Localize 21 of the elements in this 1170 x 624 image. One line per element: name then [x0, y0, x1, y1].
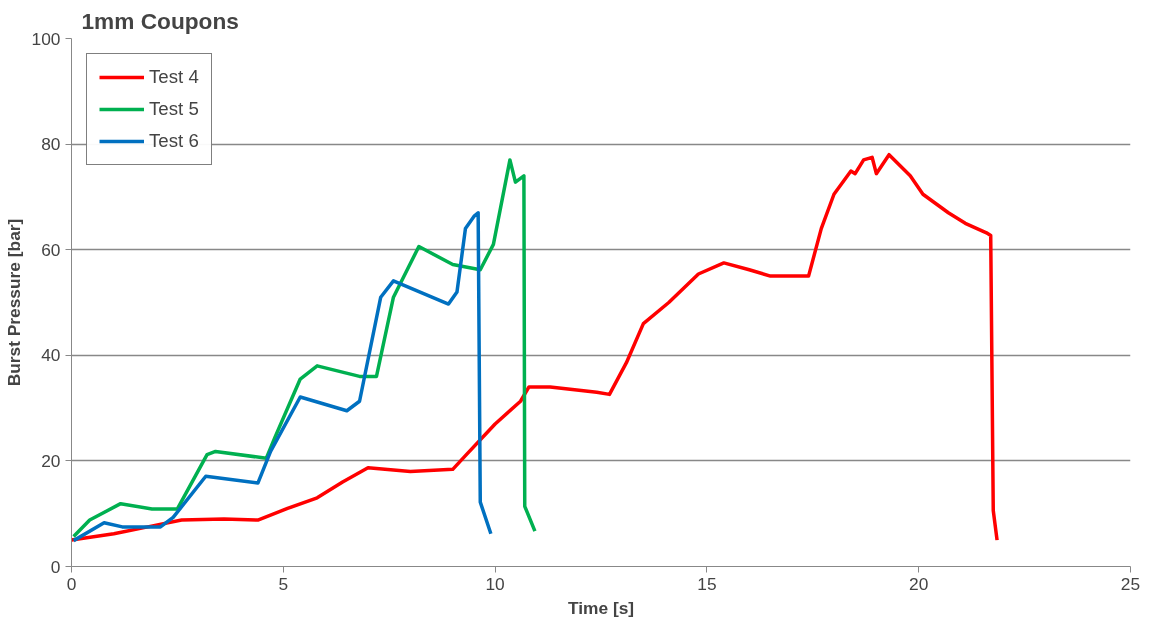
- x-tick-label: 20: [909, 573, 929, 594]
- y-tick-label: 20: [41, 450, 61, 471]
- legend-label: Test 5: [149, 98, 199, 120]
- chart-title: 1mm Coupons: [81, 7, 239, 34]
- x-tick-label: 5: [278, 573, 289, 594]
- x-tick-label: 25: [1120, 573, 1141, 594]
- y-tick-label: 100: [31, 28, 61, 49]
- legend-label: Test 6: [149, 130, 199, 152]
- y-tick-label: 40: [41, 345, 61, 366]
- x-axis-title: Time [s]: [567, 597, 635, 618]
- y-tick-label: 60: [41, 239, 61, 260]
- x-tick-label: 10: [485, 573, 505, 594]
- x-tick-label: 0: [66, 573, 77, 594]
- y-tick-label: 80: [41, 134, 61, 155]
- line-series: [71, 152, 999, 542]
- line-series: [71, 210, 493, 543]
- y-axis-title: Burst Pressure [bar]: [3, 218, 24, 387]
- legend-label: Test 4: [149, 66, 199, 88]
- line-series: [71, 158, 537, 539]
- x-tick-label: 15: [697, 573, 717, 594]
- y-tick-label: 0: [50, 556, 61, 577]
